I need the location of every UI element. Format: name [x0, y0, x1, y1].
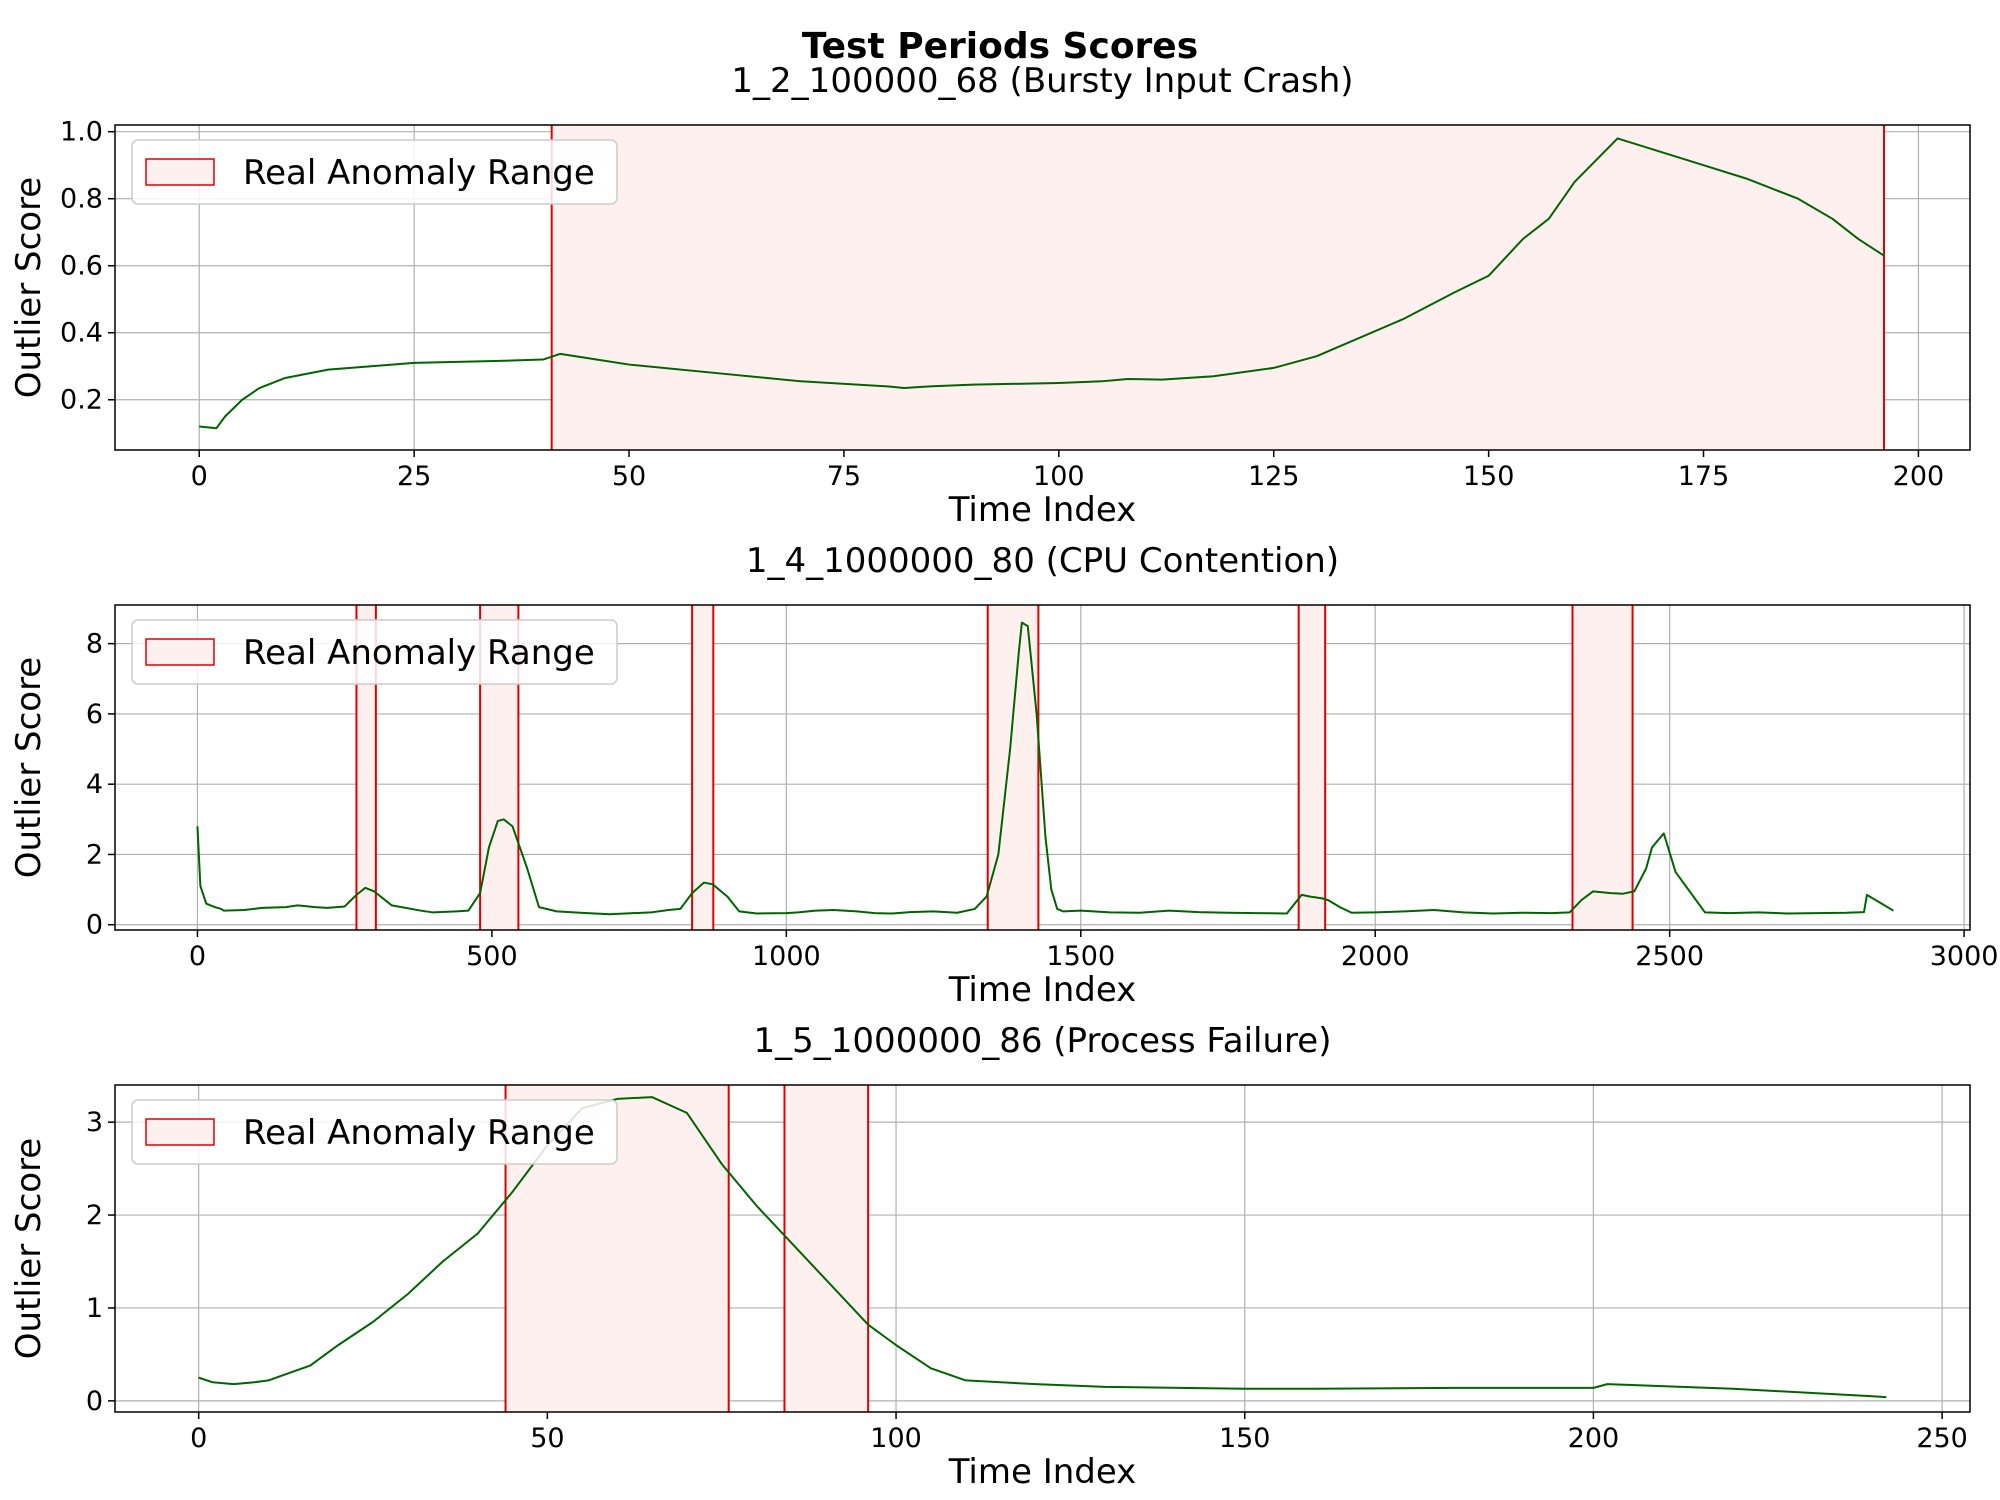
y-axis-label: Outlier Score	[9, 177, 49, 398]
subplot-title: 1_2_100000_68 (Bursty Input Crash)	[731, 61, 1353, 101]
anomaly-range-band	[1298, 605, 1326, 930]
anomaly-range-band	[784, 1085, 869, 1412]
x-tick-label: 150	[1463, 461, 1515, 492]
y-tick-label: 4	[86, 769, 103, 800]
x-tick-label: 125	[1248, 461, 1300, 492]
legend: Real Anomaly Range	[131, 619, 618, 685]
figure-title: Test Periods Scores	[802, 26, 1198, 67]
anomaly-range-band	[692, 605, 714, 930]
y-tick-label: 0.4	[60, 318, 103, 349]
x-tick-label: 0	[191, 461, 208, 492]
y-tick-label: 2	[86, 1200, 103, 1231]
x-tick-label: 200	[1568, 1423, 1620, 1454]
axes-frame	[114, 124, 1971, 451]
y-axis-label: Outlier Score	[9, 1138, 49, 1359]
x-tick-label: 50	[612, 461, 646, 492]
legend-swatch	[145, 638, 215, 666]
x-tick-label: 150	[1219, 1423, 1271, 1454]
y-tick-label: 1	[86, 1293, 103, 1324]
x-tick-label: 2000	[1341, 941, 1410, 972]
y-tick-label: 0.8	[60, 184, 103, 215]
legend: Real Anomaly Range	[131, 139, 618, 205]
legend-swatch	[145, 1118, 215, 1146]
y-tick-label: 3	[86, 1107, 103, 1138]
score-line	[198, 1096, 1887, 1399]
anomaly-range-band	[551, 125, 1885, 450]
x-tick-label: 200	[1893, 461, 1945, 492]
anomaly-range-band	[987, 605, 1039, 930]
legend-label: Real Anomaly Range	[243, 1113, 595, 1153]
x-tick-label: 0	[189, 941, 206, 972]
x-tick-label: 25	[397, 461, 431, 492]
subplot-3: 1_5_1000000_86 (Process Failure) 0 50 100 15…	[9, 1021, 1971, 1492]
x-tick-label: 1000	[752, 941, 821, 972]
legend-label: Real Anomaly Range	[243, 633, 595, 673]
axes-frame	[114, 604, 1971, 931]
y-tick-label: 1.0	[60, 117, 103, 148]
x-tick-label: 2500	[1635, 941, 1704, 972]
subplot-2: 1_4_1000000_80 (CPU Contention) 0 500 1000 1…	[9, 541, 1998, 1010]
x-axis-label: Time Index	[948, 1452, 1137, 1492]
x-tick-label: 500	[466, 941, 518, 972]
x-tick-label: 100	[870, 1423, 922, 1454]
x-axis-label: Time Index	[948, 490, 1137, 530]
x-tick-label: 3000	[1930, 941, 1999, 972]
x-tick-label: 50	[530, 1423, 564, 1454]
x-tick-label: 1500	[1046, 941, 1115, 972]
x-axis-label: Time Index	[948, 970, 1137, 1010]
y-tick-label: 0	[86, 910, 103, 941]
y-tick-label: 8	[86, 629, 103, 660]
y-tick-label: 2	[86, 839, 103, 870]
subplots: 1_2_100000_68 (Bursty Input Crash) 0 25 50 7…	[9, 61, 1998, 1492]
y-tick-label: 6	[86, 699, 103, 730]
axes-frame	[114, 1084, 1971, 1413]
legend-label: Real Anomaly Range	[243, 153, 595, 193]
y-tick-label: 0	[86, 1386, 103, 1417]
subplot-title: 1_4_1000000_80 (CPU Contention)	[746, 541, 1339, 581]
legend-box	[131, 1099, 618, 1165]
x-tick-label: 250	[1916, 1423, 1968, 1454]
legend-box	[131, 619, 618, 685]
x-tick-label: 175	[1678, 461, 1730, 492]
x-tick-label: 75	[827, 461, 861, 492]
legend: Real Anomaly Range	[131, 1099, 618, 1165]
y-axis-label: Outlier Score	[9, 657, 49, 878]
subplot-title: 1_5_1000000_86 (Process Failure)	[754, 1021, 1332, 1061]
x-tick-label: 100	[1033, 461, 1085, 492]
legend-box	[131, 139, 618, 205]
y-tick-label: 0.6	[60, 251, 103, 282]
y-tick-label: 0.2	[60, 385, 103, 416]
score-line	[196, 621, 1894, 916]
score-line	[199, 137, 1885, 430]
x-tick-label: 0	[190, 1423, 207, 1454]
anomaly-range-band	[1572, 605, 1633, 930]
anomaly-range-band	[356, 605, 376, 930]
legend-swatch	[145, 158, 215, 186]
subplot-1: 1_2_100000_68 (Bursty Input Crash) 0 25 50 7…	[9, 61, 1971, 530]
